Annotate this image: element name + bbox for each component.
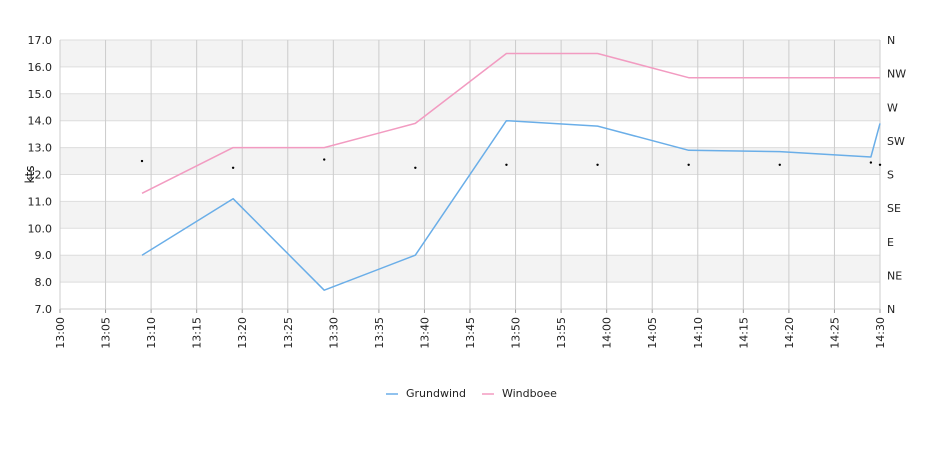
direction-point bbox=[878, 163, 882, 166]
direction-point bbox=[414, 166, 417, 169]
y-tick-label: 17.0 bbox=[28, 34, 53, 47]
direction-point bbox=[869, 161, 873, 164]
x-tick-label: 13:15 bbox=[191, 317, 204, 349]
x-tick-label: 14:25 bbox=[828, 317, 841, 349]
series-line-windboee bbox=[141, 52, 880, 194]
direction-tick-label: N bbox=[887, 34, 895, 47]
direction-tick-label: NW bbox=[887, 68, 906, 81]
y-tick-label: 15.0 bbox=[28, 88, 53, 101]
x-tick-label: 14:15 bbox=[737, 317, 750, 349]
direction-tick-label: NE bbox=[887, 269, 902, 282]
y-tick-label: 16.0 bbox=[28, 61, 53, 74]
direction-point bbox=[778, 163, 781, 166]
x-tick-label: 13:55 bbox=[555, 317, 568, 349]
series-line-grundwind bbox=[141, 119, 881, 291]
direction-tick-label: S bbox=[887, 169, 894, 182]
x-tick-label: 13:10 bbox=[145, 317, 158, 349]
y-tick-label: 11.0 bbox=[28, 195, 53, 208]
x-tick-label: 14:30 bbox=[874, 317, 887, 349]
direction-point bbox=[505, 163, 508, 166]
y-tick-label: 12.0 bbox=[28, 169, 53, 182]
direction-point bbox=[231, 166, 235, 169]
x-tick-label: 13:40 bbox=[418, 317, 431, 349]
direction-point bbox=[687, 163, 690, 166]
direction-tick-label: W bbox=[887, 101, 898, 114]
direction-point bbox=[596, 163, 599, 166]
direction-point bbox=[140, 159, 144, 163]
x-tick-label: 13:00 bbox=[54, 317, 67, 349]
direction-tick-label: E bbox=[887, 236, 894, 249]
x-tick-label: 13:35 bbox=[373, 317, 386, 349]
x-tick-label: 13:50 bbox=[510, 317, 523, 349]
legend-label-grundwind: Grundwind bbox=[406, 387, 466, 400]
y-tick-label: 14.0 bbox=[28, 115, 53, 128]
direction-point bbox=[323, 158, 326, 161]
x-tick-label: 14:20 bbox=[783, 317, 796, 349]
x-tick-label: 14:00 bbox=[601, 317, 614, 349]
y-tick-label: 10.0 bbox=[28, 222, 53, 235]
y-tick-label: 8.0 bbox=[35, 276, 53, 289]
x-tick-label: 13:20 bbox=[236, 317, 249, 349]
x-tick-label: 13:05 bbox=[100, 317, 113, 349]
y-tick-label: 9.0 bbox=[35, 249, 53, 262]
direction-tick-label: N bbox=[887, 303, 895, 316]
legend-label-windboee: Windboee bbox=[502, 387, 557, 400]
x-tick-label: 13:30 bbox=[327, 317, 340, 349]
x-tick-label: 14:05 bbox=[646, 317, 659, 349]
y-axis-label: kts bbox=[23, 166, 37, 184]
y-tick-label: 7.0 bbox=[35, 303, 53, 316]
x-tick-label: 13:45 bbox=[464, 317, 477, 349]
x-tick-label: 13:25 bbox=[282, 317, 295, 349]
x-tick-label: 14:10 bbox=[692, 317, 705, 349]
y-tick-label: 13.0 bbox=[28, 142, 53, 155]
direction-tick-label: SE bbox=[887, 202, 901, 215]
direction-tick-label: SW bbox=[887, 135, 905, 148]
